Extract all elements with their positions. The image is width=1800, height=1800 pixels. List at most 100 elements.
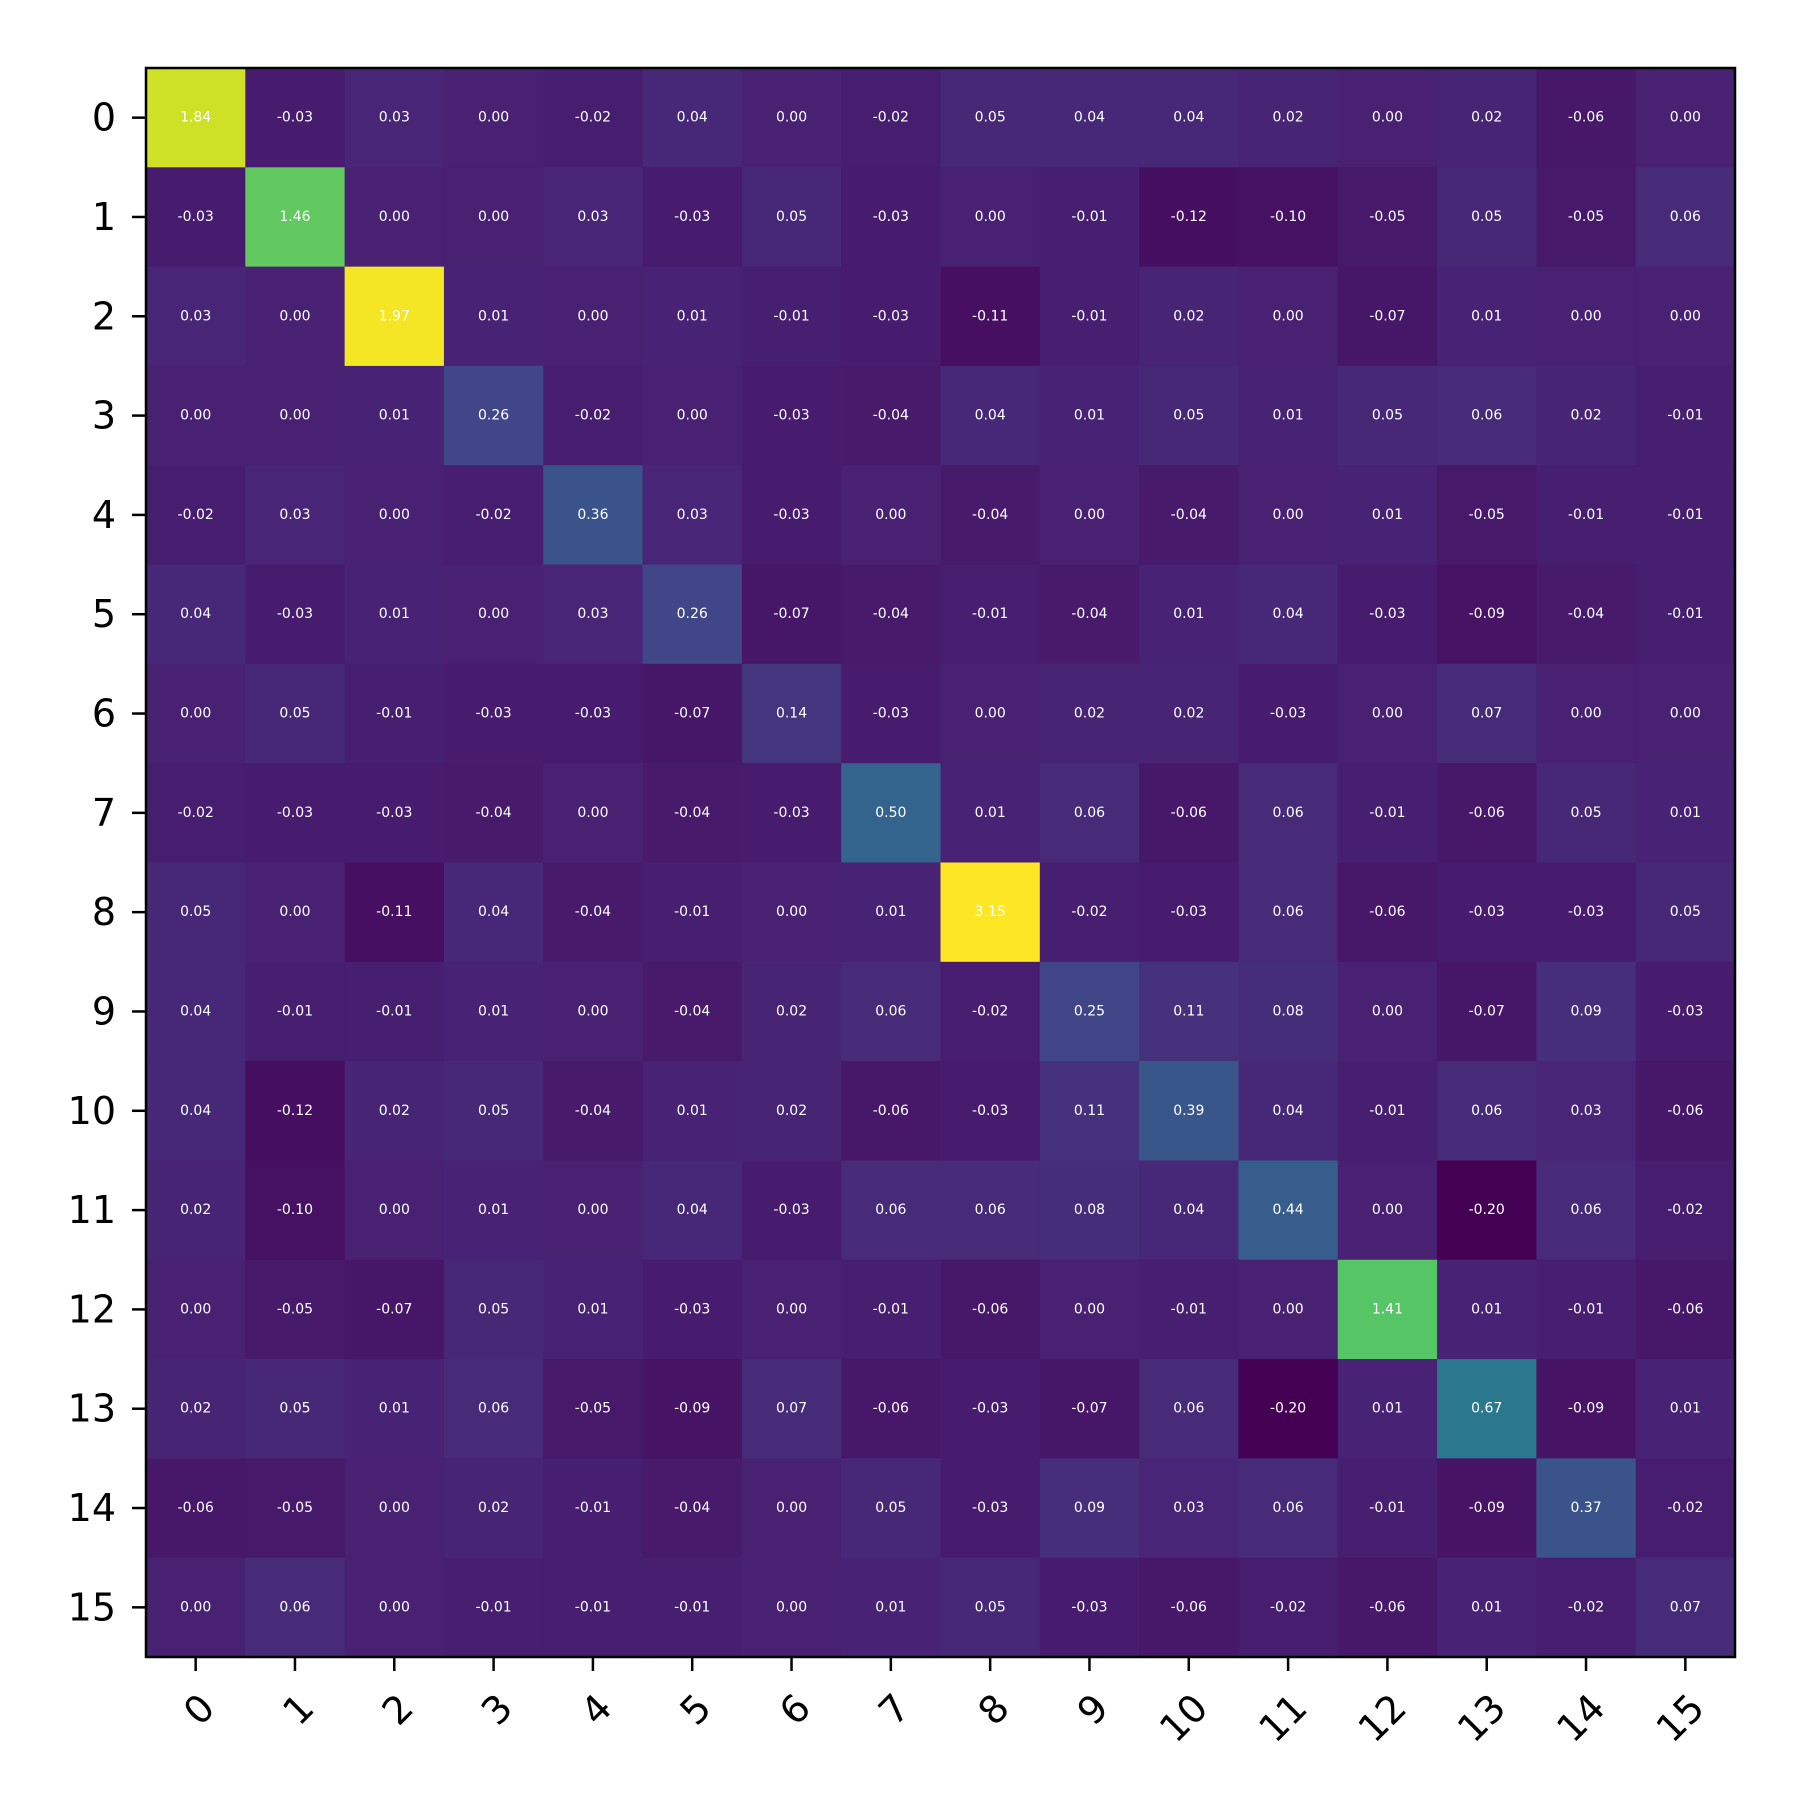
heatmap-cells — [146, 68, 1736, 1658]
heatmap-cell — [543, 1160, 644, 1261]
cell-value-label: -0.01 — [1568, 1301, 1604, 1317]
heatmap-cell — [1635, 1359, 1736, 1459]
heatmap-cell — [1039, 1557, 1140, 1658]
heatmap-cell — [1238, 862, 1339, 963]
cell-value-label: 0.00 — [677, 408, 708, 424]
heatmap-cell — [146, 1061, 246, 1162]
heatmap-cell — [940, 1458, 1041, 1559]
cell-value-label: -0.01 — [575, 1500, 611, 1516]
x-tick-label: 6 — [771, 1685, 819, 1733]
cell-value-label: -0.01 — [1369, 1103, 1405, 1119]
heatmap-cell — [741, 564, 842, 665]
cell-value-label: 0.00 — [180, 1301, 211, 1317]
cell-value-label: -0.03 — [277, 606, 313, 622]
cell-value-label: -0.06 — [1171, 805, 1207, 821]
cell-value-label: 0.00 — [776, 1599, 807, 1615]
cell-value-label: 0.01 — [1372, 1401, 1403, 1417]
heatmap-cell — [642, 266, 743, 367]
heatmap-cell — [841, 961, 942, 1062]
heatmap-cell — [1039, 564, 1140, 665]
cell-value-label: -0.05 — [277, 1500, 313, 1516]
cell-value-label: -0.06 — [873, 1103, 909, 1119]
cell-value-label: 0.00 — [478, 209, 509, 225]
heatmap-cell — [841, 465, 942, 566]
heatmap-cell — [1635, 1259, 1736, 1360]
heatmap-cell — [741, 1458, 842, 1559]
heatmap-cell — [543, 1359, 644, 1459]
cell-value-label: -0.03 — [773, 408, 809, 424]
heatmap-cell — [642, 1458, 743, 1559]
cell-value-label: -0.03 — [873, 308, 909, 324]
cell-value-label: 0.01 — [379, 1401, 410, 1417]
heatmap-cell — [1635, 1557, 1736, 1658]
cell-value-label: 0.02 — [1074, 706, 1105, 722]
heatmap-cell — [741, 1061, 842, 1162]
heatmap-cell — [642, 68, 743, 168]
heatmap-cell — [245, 465, 346, 566]
cell-value-label: 0.05 — [1570, 805, 1601, 821]
cell-value-label: -0.03 — [873, 209, 909, 225]
cell-value-label: -0.02 — [575, 110, 611, 126]
cell-value-label: 0.05 — [180, 904, 211, 920]
cell-value-label: 0.01 — [975, 805, 1006, 821]
heatmap-cell — [443, 167, 544, 268]
cell-value-label: -0.04 — [1071, 606, 1107, 622]
heatmap-cell — [245, 961, 346, 1062]
cell-value-label: -0.05 — [1369, 209, 1405, 225]
cell-value-label: 0.03 — [180, 308, 211, 324]
heatmap-cell — [1139, 1160, 1240, 1261]
cell-value-label: 0.00 — [1570, 308, 1601, 324]
cell-value-label: -0.06 — [1568, 110, 1604, 126]
cell-value-label: -0.04 — [1171, 507, 1207, 523]
heatmap-cell — [1635, 68, 1736, 168]
cell-value-label: 0.00 — [875, 507, 906, 523]
heatmap-cell — [741, 663, 842, 764]
heatmap-cell — [741, 68, 842, 168]
x-tick-label: 12 — [1350, 1685, 1415, 1750]
heatmap-cell — [146, 862, 246, 963]
cell-value-label: 0.04 — [180, 606, 211, 622]
cell-value-label: -0.01 — [475, 1599, 511, 1615]
cell-value-label: -0.01 — [277, 1003, 313, 1019]
cell-value-label: 0.39 — [1173, 1103, 1204, 1119]
cell-value-label: 0.11 — [1173, 1003, 1204, 1019]
cell-value-label: 0.04 — [478, 904, 509, 920]
cell-value-label: 0.26 — [677, 606, 708, 622]
cell-value-label: -0.02 — [178, 507, 214, 523]
cell-value-label: -0.07 — [1469, 1003, 1505, 1019]
heatmap-cell — [1536, 266, 1637, 367]
heatmap-cell — [841, 1160, 942, 1261]
heatmap-cell — [543, 663, 644, 764]
cell-value-label: 0.07 — [1670, 1599, 1701, 1615]
cell-value-label: -0.04 — [575, 1103, 611, 1119]
cell-value-label: 0.00 — [776, 110, 807, 126]
cell-value-label: 0.05 — [478, 1301, 509, 1317]
heatmap-cell — [1437, 961, 1537, 1062]
cell-value-label: 0.01 — [875, 1599, 906, 1615]
cell-value-label: -0.09 — [674, 1401, 710, 1417]
heatmap-cell — [245, 365, 346, 466]
heatmap-cell — [146, 1557, 246, 1658]
cell-value-label: 0.01 — [379, 606, 410, 622]
cell-value-label: 0.00 — [478, 110, 509, 126]
cell-value-label: -0.03 — [575, 706, 611, 722]
cell-value-label: -0.06 — [1369, 904, 1405, 920]
heatmap-cell — [1139, 1259, 1240, 1360]
heatmap-cell — [245, 1259, 346, 1360]
y-tick-label: 1 — [92, 195, 116, 239]
heatmap-cell — [1437, 763, 1537, 864]
heatmap-cell — [1437, 564, 1537, 665]
heatmap-cell — [642, 862, 743, 963]
cell-value-label: 0.01 — [577, 1301, 608, 1317]
cell-value-label: 0.11 — [1074, 1103, 1105, 1119]
cell-value-label: 0.05 — [975, 110, 1006, 126]
cell-value-label: 0.00 — [379, 1202, 410, 1218]
cell-value-label: -0.01 — [376, 706, 412, 722]
cell-value-label: -0.02 — [873, 110, 909, 126]
heatmap-cell — [1039, 266, 1140, 367]
heatmap-cell — [940, 961, 1041, 1062]
heatmap-cell — [1039, 365, 1140, 466]
heatmap-cell — [642, 961, 743, 1062]
cell-value-label: 0.04 — [180, 1103, 211, 1119]
